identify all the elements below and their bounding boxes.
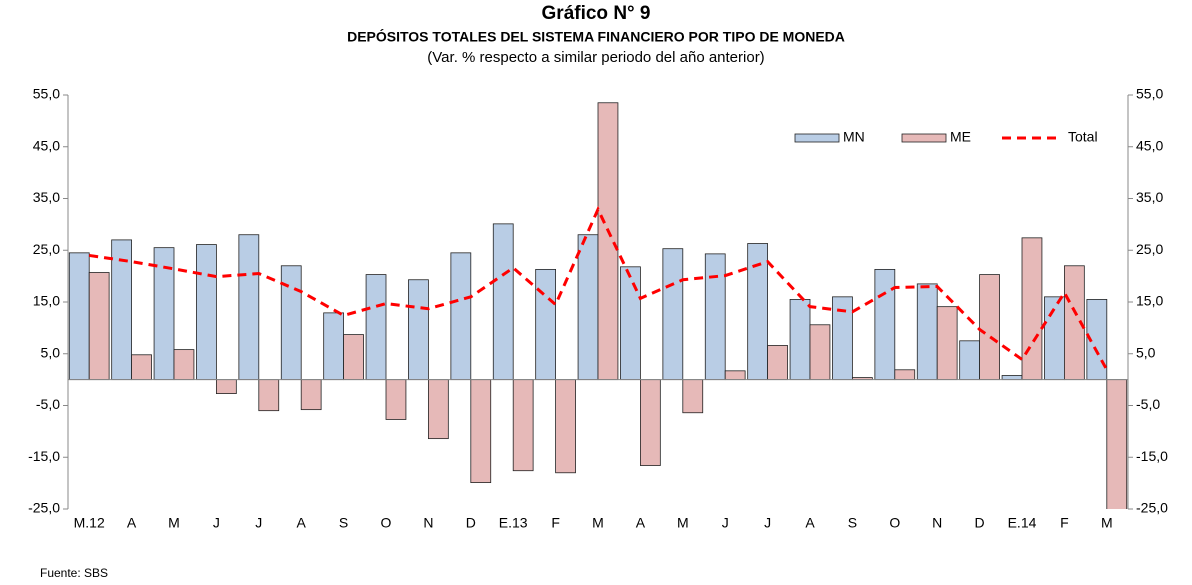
bar bbox=[258, 379, 280, 412]
x-tick-label: M bbox=[677, 515, 689, 531]
legend-label: ME bbox=[950, 129, 971, 145]
bar bbox=[215, 379, 237, 394]
x-tick-label: M bbox=[592, 515, 604, 531]
bar bbox=[724, 370, 746, 381]
bar bbox=[555, 379, 576, 474]
bar bbox=[874, 268, 896, 381]
bar bbox=[979, 274, 1000, 381]
bar bbox=[597, 102, 619, 381]
y-tick-label: 45,0 bbox=[33, 137, 60, 153]
y-tick-label: -25,0 bbox=[28, 500, 60, 516]
chart-note: (Var. % respecto a similar periodo del a… bbox=[427, 49, 764, 66]
bar bbox=[68, 252, 90, 381]
source: Fuente: SBS bbox=[40, 566, 108, 580]
chart-title: Gráfico N° 9 bbox=[542, 3, 651, 24]
x-tick-label: A bbox=[636, 515, 646, 531]
bar bbox=[1106, 379, 1128, 509]
bar bbox=[408, 279, 429, 381]
bar bbox=[427, 379, 449, 440]
y-tick-label: -15,0 bbox=[28, 448, 60, 464]
y-tick-label: 55,0 bbox=[33, 86, 60, 102]
x-tick-label: J bbox=[255, 515, 262, 531]
x-tick-label: O bbox=[889, 515, 900, 531]
bar bbox=[894, 369, 916, 381]
bar bbox=[343, 334, 364, 381]
y2-tick-label: 45,0 bbox=[1136, 137, 1163, 153]
bar bbox=[662, 248, 684, 381]
x-tick-label: M.12 bbox=[74, 515, 105, 531]
x-tick-label: A bbox=[805, 515, 815, 531]
x-tick-label: D bbox=[466, 515, 476, 531]
bar bbox=[682, 379, 704, 414]
y-tick-label: -5,0 bbox=[36, 396, 60, 412]
y2-tick-label: 5,0 bbox=[1136, 344, 1156, 360]
x-tick-label: A bbox=[297, 515, 307, 531]
bar bbox=[196, 244, 217, 381]
y2-tick-label: -25,0 bbox=[1136, 500, 1168, 516]
bar bbox=[936, 306, 958, 381]
bar bbox=[640, 379, 661, 466]
bar bbox=[323, 312, 344, 381]
bar bbox=[131, 354, 152, 381]
y2-tick-label: 15,0 bbox=[1136, 293, 1163, 309]
y2-tick-label: 55,0 bbox=[1136, 86, 1163, 102]
bar bbox=[809, 324, 831, 381]
line bbox=[88, 205, 1109, 371]
bar bbox=[173, 349, 195, 381]
bar bbox=[88, 272, 110, 381]
bar bbox=[492, 223, 514, 381]
legend-swatch bbox=[901, 133, 947, 143]
x-tick-label: N bbox=[932, 515, 942, 531]
bar bbox=[1001, 375, 1023, 381]
bar bbox=[959, 340, 980, 381]
x-tick-label: D bbox=[975, 515, 985, 531]
bar bbox=[535, 268, 556, 381]
x-tick-label: F bbox=[551, 515, 560, 531]
y2-tick-label: -5,0 bbox=[1136, 396, 1160, 412]
x-tick-label: E.14 bbox=[1008, 515, 1037, 531]
chart-subtitle: DEPÓSITOS TOTALES DEL SISTEMA FINANCIERO… bbox=[347, 28, 845, 45]
y2-tick-label: -15,0 bbox=[1136, 448, 1168, 464]
x-tick-label: S bbox=[339, 515, 348, 531]
x-tick-label: E.13 bbox=[499, 515, 528, 531]
x-tick-label: N bbox=[423, 515, 433, 531]
bar bbox=[365, 274, 387, 381]
bar bbox=[512, 379, 534, 472]
y2-tick-label: 35,0 bbox=[1136, 189, 1163, 205]
bar bbox=[238, 234, 260, 381]
bar bbox=[470, 379, 492, 484]
y-tick-label: 35,0 bbox=[33, 189, 60, 205]
legend-label: MN bbox=[843, 129, 865, 145]
bar bbox=[916, 283, 938, 381]
y-tick-label: 25,0 bbox=[33, 241, 60, 257]
plot-area bbox=[68, 102, 1128, 509]
x-tick-label: S bbox=[848, 515, 857, 531]
x-tick-label: J bbox=[213, 515, 220, 531]
y-tick-label: 5,0 bbox=[41, 344, 61, 360]
bar bbox=[450, 252, 472, 381]
legend-swatch bbox=[794, 133, 840, 143]
bar bbox=[620, 266, 641, 381]
x-tick-label: J bbox=[764, 515, 771, 531]
y-tick-label: 15,0 bbox=[33, 293, 60, 309]
x-tick-label: O bbox=[381, 515, 392, 531]
x-tick-label: M bbox=[168, 515, 180, 531]
bar bbox=[577, 234, 599, 381]
x-tick-label: A bbox=[127, 515, 137, 531]
bar bbox=[789, 299, 811, 381]
bar bbox=[767, 345, 788, 381]
bar bbox=[704, 253, 726, 381]
y2-tick-label: 25,0 bbox=[1136, 241, 1163, 257]
bar bbox=[385, 379, 407, 420]
bar bbox=[1021, 237, 1043, 381]
legend-label: Total bbox=[1068, 129, 1098, 145]
x-tick-label: M bbox=[1101, 515, 1113, 531]
x-tick-label: J bbox=[722, 515, 729, 531]
bar bbox=[300, 379, 322, 411]
x-tick-label: F bbox=[1060, 515, 1069, 531]
